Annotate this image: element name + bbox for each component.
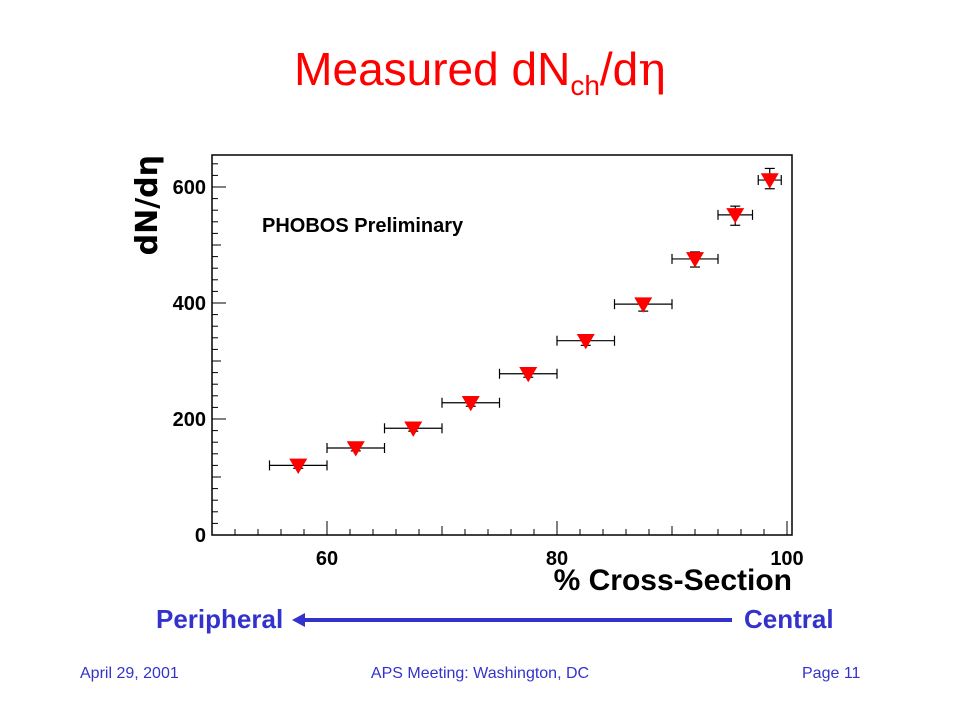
y-tick-label: 600 (173, 177, 206, 199)
title-main: Measured dN (294, 43, 571, 95)
data-point (634, 297, 653, 313)
title-tail: /d (599, 43, 639, 95)
footer-page: Page 11 (802, 665, 861, 682)
data-point (461, 396, 480, 412)
data-point (404, 421, 423, 437)
title-greek: η (638, 42, 666, 96)
y-tick-label: 200 (173, 409, 206, 431)
footer-meeting: APS Meeting: Washington, DC (370, 665, 590, 682)
data-point (289, 458, 308, 474)
chart: 60 80 100 0 200 400 600 % Cross-Section dN/dη PHO… (130, 154, 804, 597)
chart-annotation: PHOBOS Preliminary (262, 215, 464, 237)
footer-date: April 29, 2001 (80, 665, 179, 682)
data-point (726, 208, 745, 224)
y-axis-label: dN/dη (130, 155, 165, 255)
x-tick-label: 80 (546, 548, 568, 570)
data-point (519, 367, 538, 383)
data-point (760, 173, 779, 189)
slide-title: Measured dNch/dη (0, 42, 960, 102)
direction-arrow-head (292, 613, 305, 627)
data-point (346, 441, 365, 457)
data-point (576, 333, 595, 350)
y-tick-label: 0 (195, 525, 206, 547)
title-subscript: ch (570, 70, 600, 101)
x-axis-label: % Cross-Section (554, 564, 792, 597)
y-tick-label: 400 (173, 293, 206, 315)
direction-label-peripheral: Peripheral (156, 604, 284, 634)
direction-label-central: Central (744, 604, 834, 634)
x-tick-label: 100 (770, 548, 803, 570)
x-tick-label: 60 (316, 548, 338, 570)
plot-frame (211, 154, 793, 536)
data-point (686, 252, 704, 268)
